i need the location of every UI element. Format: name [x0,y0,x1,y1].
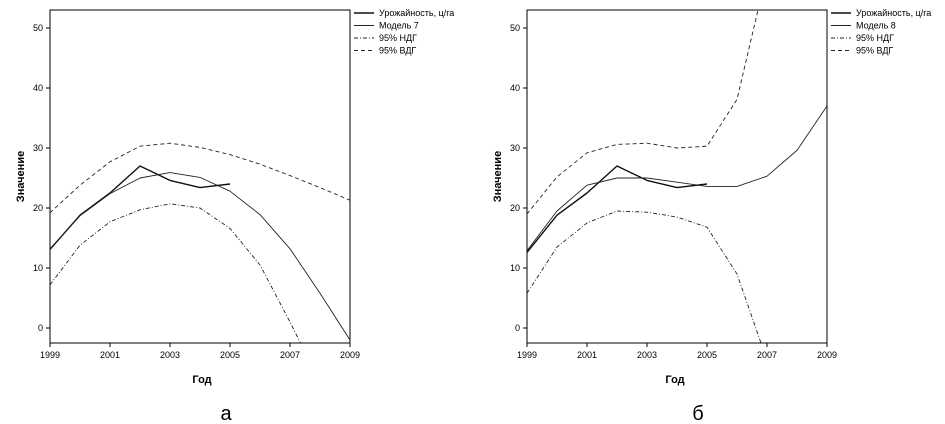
y-axis-label: Значение [15,151,27,202]
y-tick-label: 0 [515,323,520,333]
x-tick-label: 2009 [340,350,360,360]
x-tick-label: 2001 [577,350,597,360]
x-tick-label: 2005 [697,350,717,360]
y-tick-label: 30 [510,143,520,153]
series-line-1 [527,165,708,253]
x-tick-label: 2005 [220,350,240,360]
y-tick-label: 10 [33,263,43,273]
y-tick-label: 30 [33,143,43,153]
x-tick-label: 2001 [100,350,120,360]
x-tick-label: 2007 [280,350,300,360]
x-tick-label: 1999 [40,350,60,360]
x-tick-label: 2009 [817,350,837,360]
x-axis-label: Год [665,374,684,386]
panel-label: б [692,403,703,424]
legend-label: 95% ВДГ [856,46,893,56]
legend: Урожайность, ц/га Модель 8 95% НДГ 95% ВДГ [831,8,931,56]
legend-label: Урожайность, ц/га [856,8,931,18]
chart-panel-2: 0 10 20 30 40 50 1999 2001 2003 2005 2007 2009 Год Зн… [492,8,931,424]
y-tick-label: 40 [33,83,43,93]
y-tick-label: 40 [510,83,520,93]
x-tick-label: 2003 [160,350,180,360]
legend: Урожайность, ц/га Модель 7 95% НДГ 95% ВДГ [354,8,454,56]
series-line-2 [50,172,350,341]
y-tick-label: 10 [510,263,520,273]
series-line-3 [527,210,762,343]
legend-label: 95% НДГ [379,33,417,43]
y-tick-label: 0 [38,323,43,333]
series-line-2 [527,105,827,251]
x-axis-label: Год [192,374,211,386]
y-tick-label: 50 [33,23,43,33]
plot-frame [49,9,351,344]
legend-label: Урожайность, ц/га [379,8,454,18]
x-tick-label: 1999 [517,350,537,360]
legend-label: Модель 7 [379,21,419,31]
legend-label: Модель 8 [856,21,896,31]
series-group [527,10,827,343]
legend-label: 95% ВДГ [379,46,416,56]
legend-label: 95% НДГ [856,33,894,43]
series-line-4 [527,10,759,215]
y-tick-label: 50 [510,23,520,33]
y-tick-label: 20 [33,203,43,213]
series-line-1 [50,165,231,250]
series-group [50,142,350,343]
chart-panel-1: 0 10 20 30 40 50 1999 2001 2003 2005 2007 2009 Год Зн… [15,8,454,424]
series-line-3 [50,203,301,343]
x-tick-label: 2007 [757,350,777,360]
panel-label: а [220,403,232,424]
y-axis-label: Значение [492,151,504,202]
series-line-4 [50,142,350,214]
plot-frame [526,9,828,344]
y-tick-label: 20 [510,203,520,213]
x-tick-label: 2003 [637,350,657,360]
